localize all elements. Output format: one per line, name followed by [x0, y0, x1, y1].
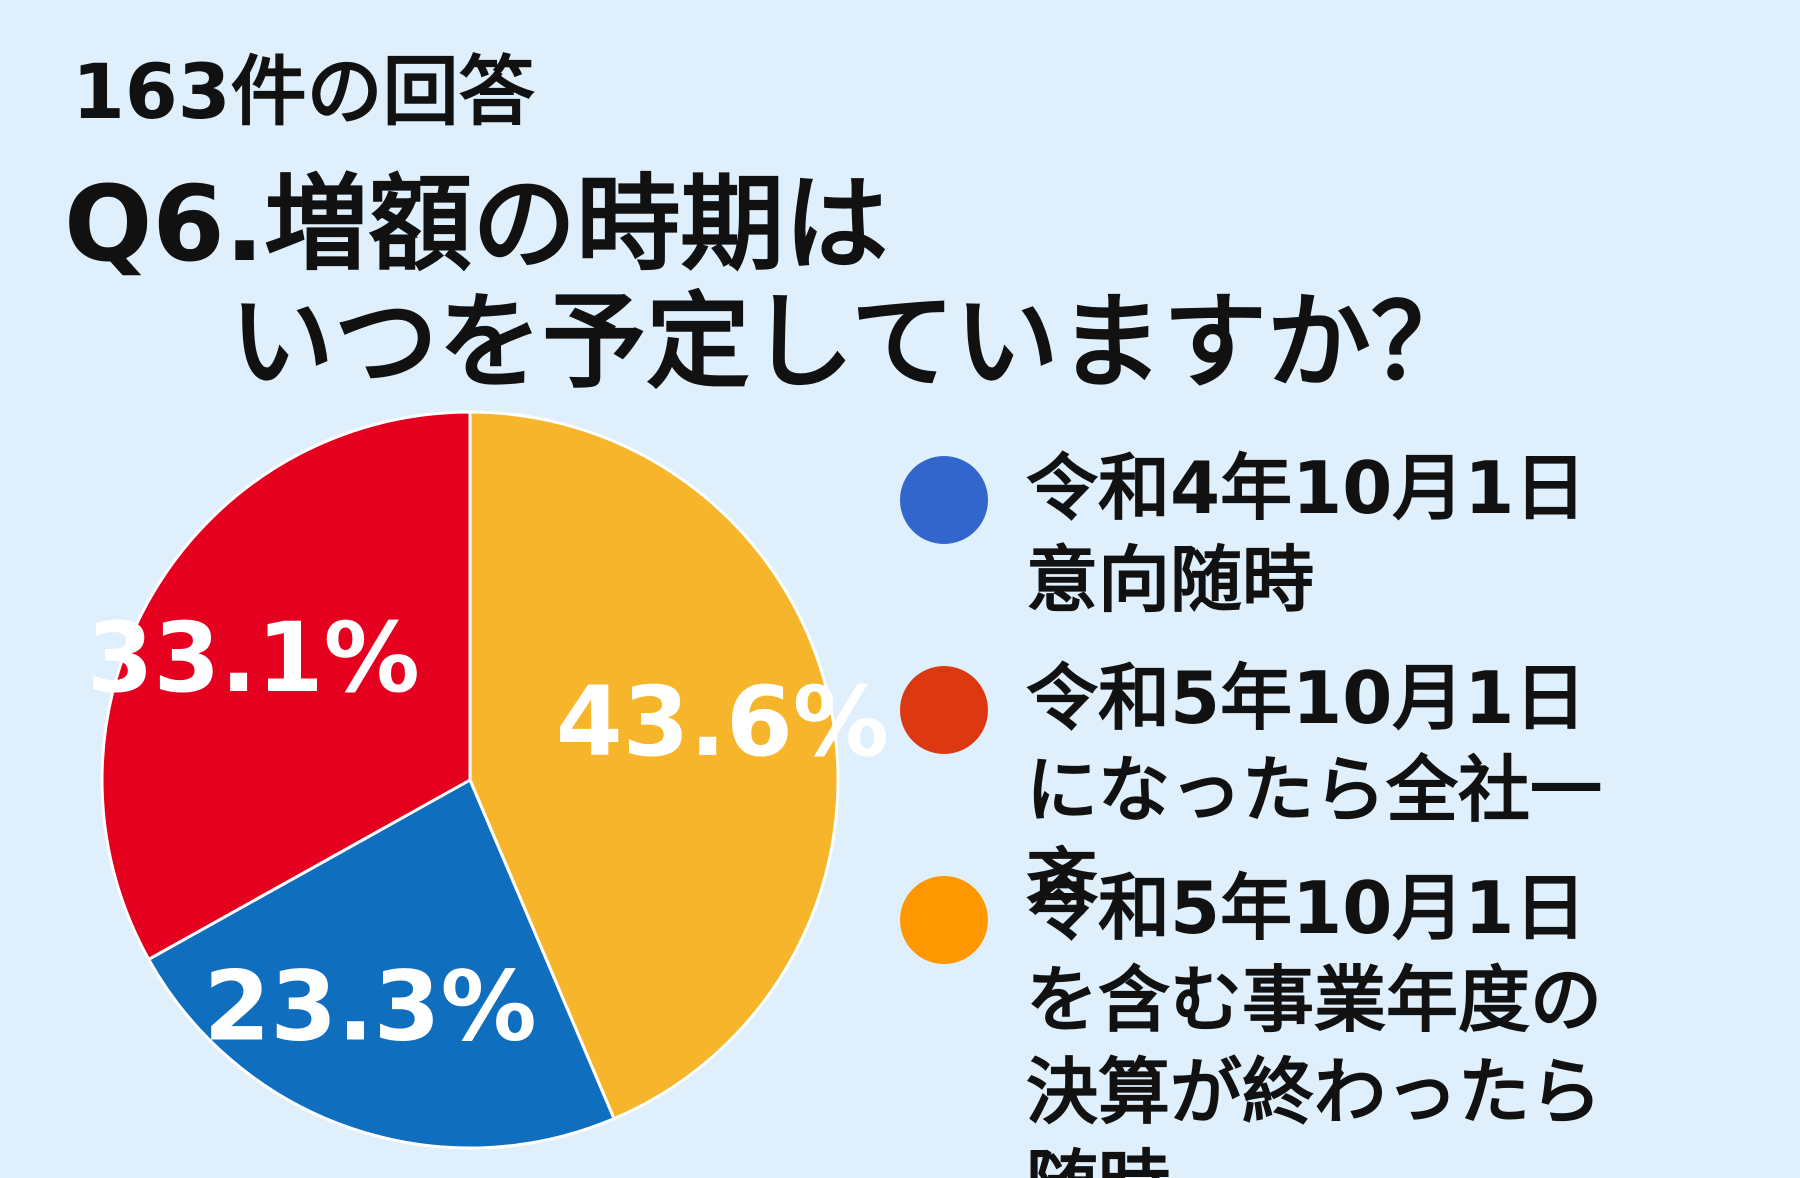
pie-slice [100, 410, 472, 962]
legend-label: 令和5年10月1日を含む事業年度の決算が終わったら随時 [1026, 866, 1603, 1178]
pie-slice-label: 33.1% [87, 602, 420, 714]
question-title-line1: Q6.増額の時期は [64, 163, 889, 285]
pie-slice-label: 43.6% [556, 666, 889, 778]
legend-swatch-blue [900, 456, 988, 544]
question-title-line2: いつを予定していますか？ [230, 281, 1475, 403]
legend-swatch-orange [900, 876, 988, 964]
legend-item-r4-oct-intent: 令和4年10月1日意向随時 [900, 442, 1780, 652]
legend-label: 令和4年10月1日意向随時 [1026, 446, 1587, 622]
pie-slice [146, 777, 616, 1150]
legend-label: 令和5年10月1日になったら全社一斉 [1026, 656, 1603, 924]
pie-slice [468, 410, 840, 1121]
legend-swatch-red [900, 666, 988, 754]
chart-legend: 令和4年10月1日意向随時 令和5年10月1日になったら全社一斉 令和5年10月… [900, 442, 1780, 1178]
legend-item-r5-after-settlement: 令和5年10月1日を含む事業年度の決算が終わったら随時 [900, 862, 1780, 1178]
pie-slice-label: 23.3% [204, 951, 537, 1063]
response-count: 163件の回答 [72, 47, 535, 136]
legend-item-r5-oct-all: 令和5年10月1日になったら全社一斉 [900, 652, 1780, 924]
